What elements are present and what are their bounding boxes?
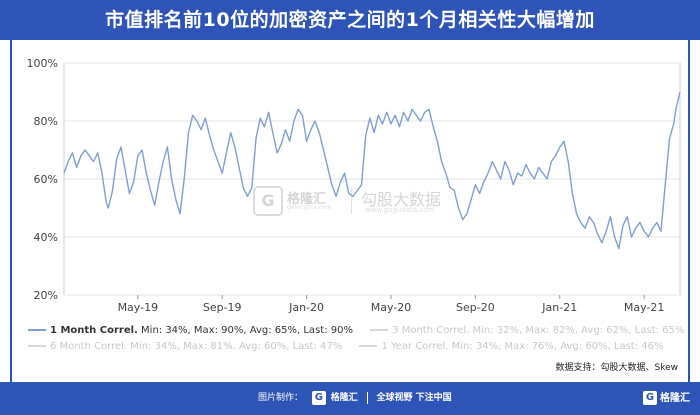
y-axis: 100% 80% 60% 40% 20% bbox=[27, 57, 58, 302]
legend-row-2: 6 Month Correl. Min: 34%, Max: 81%, Avg:… bbox=[28, 339, 688, 355]
y-tick-label: 60% bbox=[34, 173, 58, 186]
watermark-logo: G bbox=[253, 186, 283, 216]
legend-stats-1y: Min: 34%, Max: 76%, Avg: 60%, Last: 46% bbox=[451, 341, 664, 352]
credit-brand: 格隆汇 bbox=[330, 393, 358, 403]
legend-stats-6m: Min: 34%, Max: 81%, Avg: 60%, Last: 47% bbox=[130, 341, 343, 352]
legend-item-3m[interactable]: 3 Month Correl. Min: 32%, Max: 82%, Avg:… bbox=[370, 323, 684, 339]
legend-swatch-3m bbox=[370, 329, 389, 331]
legend-swatch-6m bbox=[28, 345, 46, 347]
chart-svg: 100% 80% 60% 40% 20% May-19 Sep-19 Jan-20 May-2… bbox=[27, 57, 681, 314]
legend-name-6m: 6 Month Correl. bbox=[50, 341, 128, 352]
footer-bar: 图片制作： G 格隆汇 全球视野 下注中国 G 格隆汇 bbox=[0, 382, 700, 415]
credit-label: 图片制作： bbox=[258, 393, 304, 403]
footer-credit: 图片制作： G 格隆汇 全球视野 下注中国 bbox=[258, 382, 452, 415]
x-axis: May-19 Sep-19 Jan-20 May-20 Sep-20 Jan-21 May-… bbox=[118, 295, 665, 314]
legend-stats-3m: Min: 32%, Max: 82%, Avg: 62%, Last: 65% bbox=[472, 325, 685, 336]
watermark-separator bbox=[351, 188, 352, 214]
series-line-1-month-correl bbox=[63, 91, 681, 250]
legend-swatch-1y bbox=[359, 345, 378, 347]
credit-slogan: 全球视野 下注中国 bbox=[376, 393, 452, 403]
watermark-brand-sub: gelonghui.com bbox=[287, 204, 332, 211]
legend-name-1m: 1 Month Correl. bbox=[50, 325, 138, 336]
y-tick-label: 20% bbox=[34, 289, 58, 302]
y-tick-label: 80% bbox=[34, 115, 58, 128]
x-tick-label: Sep-19 bbox=[203, 301, 242, 314]
corner-logo-icon: G bbox=[643, 391, 657, 405]
legend-name-3m: 3 Month Correl. bbox=[392, 325, 470, 336]
legend-item-1y[interactable]: 1 Year Correl. Min: 34%, Max: 76%, Avg: … bbox=[359, 339, 664, 355]
watermark-partner-sub: www.gogudata.com bbox=[365, 206, 435, 214]
brand-logo-icon: G bbox=[311, 390, 326, 405]
plot-area bbox=[63, 91, 681, 250]
credit-separator bbox=[366, 391, 368, 404]
y-tick-label: 100% bbox=[27, 57, 58, 70]
chart-title: 市值排名前10位的加密资产之间的1个月相关性大幅增加 bbox=[105, 9, 595, 31]
footer-corner-brand: G 格隆汇 bbox=[643, 382, 690, 415]
grid-lines bbox=[63, 62, 681, 296]
x-tick-label: May-21 bbox=[624, 301, 665, 314]
watermark-brand: 格隆汇 bbox=[287, 192, 327, 207]
data-source: 数据支持：勾股大数据、Skew bbox=[555, 363, 678, 373]
y-tick-label: 40% bbox=[34, 231, 58, 244]
watermark-partner: 勾股大数据 bbox=[361, 190, 442, 209]
x-tick-label: May-20 bbox=[371, 301, 412, 314]
x-tick-label: May-19 bbox=[118, 301, 159, 314]
legend-row-1: 1 Month Correl. Min: 34%, Max: 90%, Avg:… bbox=[28, 323, 688, 339]
legend: 1 Month Correl. Min: 34%, Max: 90%, Avg:… bbox=[28, 323, 688, 355]
x-tick-label: Sep-20 bbox=[456, 301, 495, 314]
legend-item-6m[interactable]: 6 Month Correl. Min: 34%, Max: 81%, Avg:… bbox=[28, 339, 342, 355]
legend-item-1m[interactable]: 1 Month Correl. Min: 34%, Max: 90%, Avg:… bbox=[28, 323, 353, 339]
title-bar: 市值排名前10位的加密资产之间的1个月相关性大幅增加 bbox=[0, 0, 700, 40]
x-tick-label: Jan-21 bbox=[541, 301, 577, 314]
legend-name-1y: 1 Year Correl. bbox=[381, 341, 449, 352]
corner-brand-text: 格隆汇 bbox=[660, 393, 690, 404]
legend-stats-1m: Min: 34%, Max: 90%, Avg: 65%, Last: 90% bbox=[141, 325, 353, 336]
x-tick-label: Jan-20 bbox=[288, 301, 324, 314]
legend-swatch-1m bbox=[28, 329, 46, 331]
